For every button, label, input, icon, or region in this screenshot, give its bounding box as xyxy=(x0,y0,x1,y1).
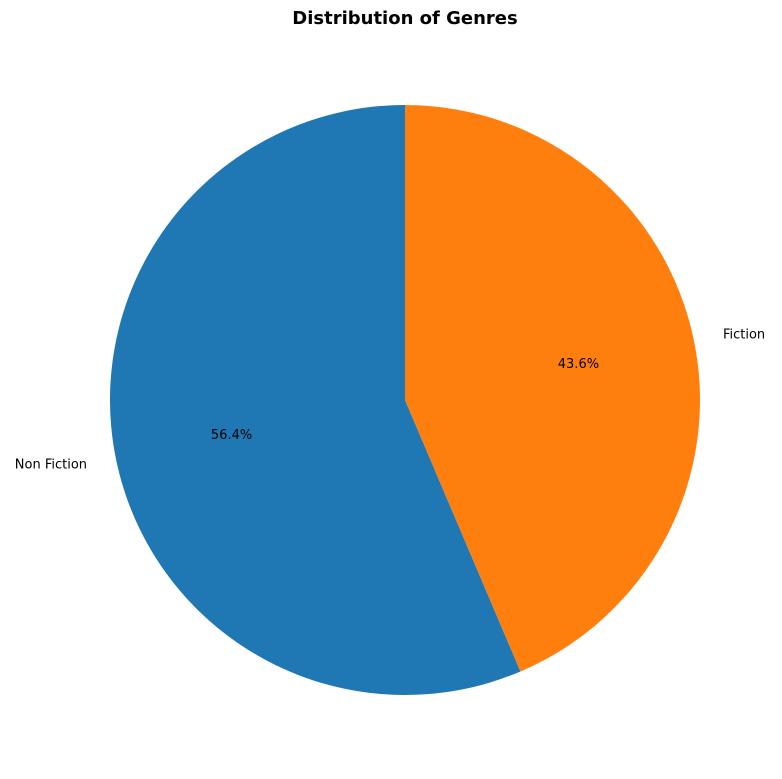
pct-label-fiction: 43.6% xyxy=(558,357,599,372)
chart-title: Distribution of Genres xyxy=(292,8,517,29)
pie-slices xyxy=(110,105,700,695)
pie-slice-fiction xyxy=(405,105,700,672)
slice-label-non-fiction: Non Fiction xyxy=(15,457,87,472)
pie-slice-non-fiction xyxy=(110,105,521,695)
pie-labels: Non Fiction 56.4% Fiction 43.6% xyxy=(15,328,765,473)
pct-label-non-fiction: 56.4% xyxy=(211,428,252,443)
slice-label-fiction: Fiction xyxy=(723,328,765,343)
